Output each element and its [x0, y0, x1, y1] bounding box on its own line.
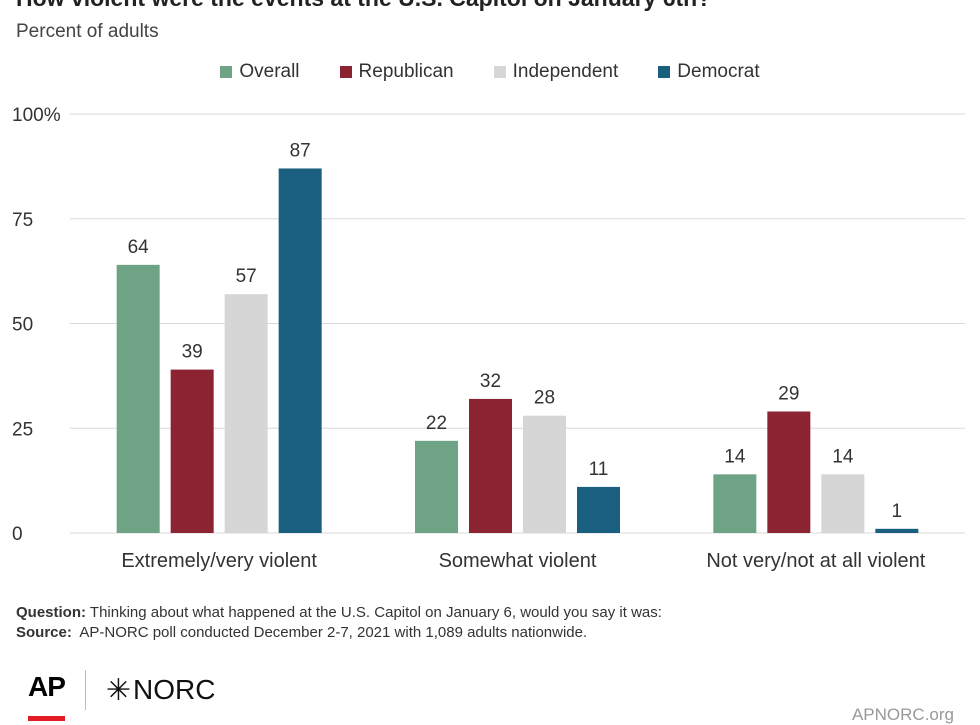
logos: AP ✳ NORC: [28, 670, 216, 721]
bar-democrat-2: [875, 528, 919, 533]
y-tick-label: 50: [12, 315, 33, 336]
source-line: Source: AP-NORC poll conducted December …: [16, 623, 662, 643]
y-tick-label: 25: [12, 419, 33, 440]
legend-swatch-democrat: [658, 66, 671, 78]
chart-subtitle: Percent of adults: [16, 21, 159, 42]
chart-title: How violent were the events at the U.S. …: [16, 0, 711, 12]
bar-value-label: 39: [182, 342, 203, 363]
source-text: AP-NORC poll conducted December 2-7, 202…: [79, 624, 588, 641]
logo-divider: [84, 670, 86, 710]
bar-republican-0: [170, 369, 214, 533]
question-text: Thinking about what happened at the U.S.…: [89, 604, 662, 621]
x-category-label: Extremely/very violent: [121, 550, 317, 572]
bar-value-label: 22: [426, 413, 447, 434]
y-tick-label: 100%: [12, 105, 61, 126]
legend-label-democrat: Democrat: [677, 61, 760, 82]
site-url[interactable]: APNORC.org: [851, 705, 954, 724]
bar-independent-1: [523, 415, 566, 533]
bar-overall-0: [116, 264, 160, 533]
bar-value-label: 64: [128, 237, 150, 258]
norc-logo: ✳ NORC: [106, 673, 216, 708]
bar-democrat-0: [278, 168, 322, 533]
bar-value-label: 32: [480, 371, 501, 392]
bar-value-label: 1: [892, 501, 903, 522]
x-category-label: Somewhat violent: [439, 550, 597, 572]
bar-overall-2: [713, 474, 757, 533]
bar-independent-2: [821, 474, 865, 533]
bar-chart: 0 25 50 75 100% 64 39 57 87 Extremely/very violen…: [12, 105, 965, 572]
norc-star-icon: ✳: [105, 673, 132, 707]
question-line: Question: Thinking about what happened a…: [16, 603, 662, 623]
bar-value-label: 28: [534, 388, 555, 409]
question-label: Question:: [16, 604, 86, 621]
y-tick-label: 0: [12, 524, 23, 545]
bar-overall-1: [415, 440, 458, 533]
y-tick-label: 75: [12, 210, 33, 231]
bar-republican-2: [767, 411, 811, 533]
footer-notes: Question: Thinking about what happened a…: [16, 603, 662, 643]
legend-swatch-overall: [220, 66, 233, 78]
legend-item-overall: Overall: [220, 61, 300, 83]
bar-value-label: 14: [832, 446, 854, 467]
legend: Overall Republican Independent Democrat: [0, 61, 980, 83]
bar-value-label: 87: [290, 140, 311, 161]
bar-democrat-1: [577, 486, 620, 533]
legend-item-independent: Independent: [493, 61, 619, 83]
bar-independent-0: [224, 294, 268, 533]
x-category-label: Not very/not at all violent: [706, 550, 925, 572]
legend-swatch-independent: [493, 66, 506, 78]
bar-value-label: 11: [589, 459, 609, 480]
legend-item-democrat: Democrat: [658, 61, 760, 83]
legend-item-republican: Republican: [339, 61, 454, 83]
bar-value-label: 29: [778, 383, 799, 404]
legend-swatch-republican: [339, 66, 352, 78]
legend-label-overall: Overall: [239, 61, 300, 82]
bar-value-label: 14: [724, 446, 746, 467]
legend-label-republican: Republican: [358, 61, 454, 82]
norc-logo-text: NORC: [133, 674, 216, 705]
ap-logo: AP: [28, 671, 66, 721]
source-label: Source:: [16, 624, 72, 641]
bar-value-label: 57: [236, 266, 257, 287]
bar-republican-1: [469, 398, 512, 533]
legend-label-independent: Independent: [512, 61, 619, 82]
